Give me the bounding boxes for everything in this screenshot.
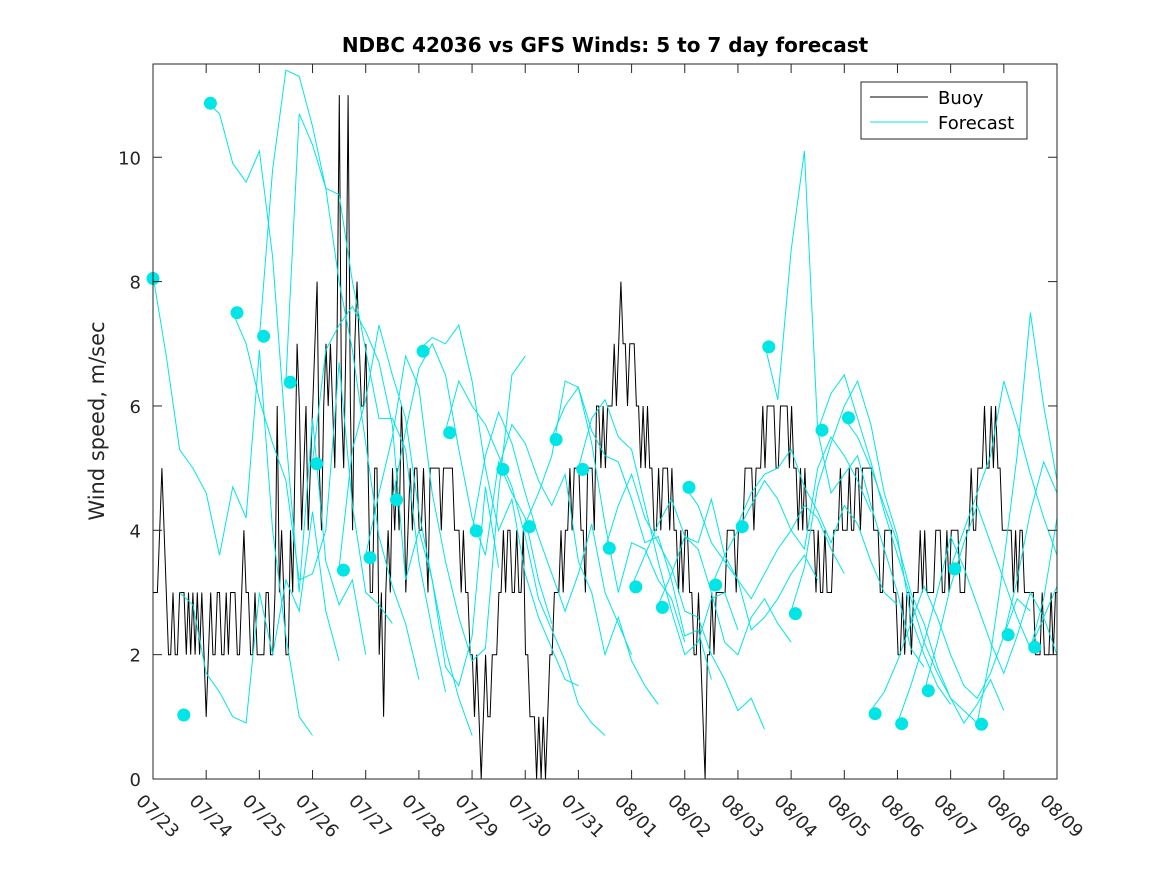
forecast-initial-point — [815, 423, 829, 437]
forecast-run-line — [471, 410, 633, 655]
x-tick-label: 08/07 — [929, 791, 981, 843]
forecast-initial-point — [735, 520, 749, 534]
forecast-initial-point — [549, 433, 563, 446]
x-tick-label: 08/01 — [610, 791, 662, 843]
forecast-run-line — [338, 324, 500, 687]
forecast-initial-point — [310, 457, 324, 471]
y-axis-label: Wind speed, m/sec — [85, 321, 109, 520]
forecast-initial-point — [762, 340, 776, 354]
y-tick-label: 0 — [130, 770, 141, 791]
forecast-initial-point — [177, 708, 191, 722]
forecast-run-line — [577, 398, 739, 656]
chart-title: NDBC 42036 vs GFS Winds: 5 to 7 day fore… — [342, 33, 869, 57]
forecast-run-line — [232, 312, 393, 624]
forecast-run-line — [152, 275, 313, 736]
forecast-initial-point — [336, 563, 350, 577]
x-tick-label: 07/31 — [557, 791, 609, 843]
forecast-initial-point — [629, 580, 643, 594]
forecast-initial-point — [602, 541, 616, 555]
forecast-run-line — [684, 486, 845, 600]
forecast-initial-point — [283, 375, 297, 389]
forecast-run-line — [551, 386, 712, 680]
x-tick-label: 07/28 — [397, 791, 449, 843]
y-tick-label: 2 — [130, 646, 141, 667]
forecast-initial-markers — [146, 96, 1042, 731]
x-tick-label: 08/02 — [663, 791, 715, 843]
y-tick-label: 8 — [130, 273, 141, 294]
forecast-initial-point — [921, 684, 935, 698]
forecast-initial-point — [523, 520, 536, 534]
plot-frame — [152, 63, 1058, 780]
forecast-initial-point — [203, 96, 217, 110]
forecast-initial-point — [1001, 628, 1015, 642]
forecast-initial-point — [1028, 640, 1042, 654]
forecast-run-line — [604, 472, 765, 730]
forecast-initial-point — [363, 551, 377, 565]
forecast-initial-point — [416, 344, 430, 358]
x-tick-label: 07/30 — [504, 791, 556, 843]
forecast-run-line — [897, 534, 1058, 724]
forecast-run-line — [445, 379, 606, 736]
forecast-run-line — [498, 423, 659, 705]
forecast-initial-point — [682, 480, 696, 494]
forecast-run-line — [631, 497, 792, 656]
forecast-initial-point — [496, 462, 510, 476]
forecast-initial-point — [469, 524, 483, 538]
forecast-initial-point — [655, 600, 669, 614]
forecast-run-line — [737, 448, 898, 606]
forecast-initial-point — [443, 426, 457, 440]
forecast-run-line — [258, 69, 420, 680]
legend-box — [860, 81, 1028, 140]
forecast-run-line — [524, 380, 686, 643]
forecast-run-line — [365, 354, 526, 662]
forecast-run-line — [418, 323, 579, 687]
y-tick-label: 4 — [130, 521, 141, 542]
x-tick-label: 07/25 — [238, 791, 290, 843]
x-tick-label: 08/06 — [876, 791, 928, 843]
forecast-run-line — [391, 342, 553, 624]
x-tick-label: 07/23 — [131, 791, 183, 843]
legend-forecast-label: Forecast — [938, 113, 1014, 134]
forecast-run-line — [205, 100, 367, 655]
forecast-run-line — [312, 305, 473, 736]
forecast-initial-point — [257, 329, 271, 343]
x-tick-label: 08/09 — [1035, 791, 1087, 843]
x-tick-label: 07/29 — [451, 791, 503, 843]
forecast-initial-point — [576, 462, 590, 476]
x-tick-label: 08/05 — [823, 791, 875, 843]
forecast-initial-point — [895, 717, 909, 731]
forecast-initial-point — [390, 493, 403, 507]
forecast-initial-point — [948, 562, 962, 576]
legend: Buoy Forecast — [860, 81, 1028, 140]
forecast-initial-point — [842, 411, 855, 425]
forecast-run-line — [179, 511, 340, 724]
x-tick-label: 08/03 — [716, 791, 768, 843]
y-tick-label: 6 — [130, 397, 141, 418]
x-tick-label: 07/26 — [291, 791, 343, 843]
plot-area — [153, 64, 1057, 779]
forecast-run-line — [285, 113, 446, 693]
x-tick-label: 08/04 — [770, 791, 822, 843]
legend-buoy-label: Buoy — [938, 88, 984, 109]
forecast-initial-point — [788, 607, 802, 621]
forecast-run-line — [764, 150, 925, 668]
y-tick-label: 10 — [118, 148, 141, 169]
forecast-initial-point — [230, 306, 244, 320]
forecast-run-line — [843, 418, 1005, 724]
x-tick-label: 08/08 — [982, 791, 1034, 843]
y-axis: 0 2 4 6 8 10 — [118, 148, 1057, 791]
forecast-series — [152, 69, 1058, 736]
forecast-run-line — [790, 379, 952, 705]
forecast-initial-point — [868, 707, 882, 721]
x-tick-label: 07/24 — [185, 791, 237, 843]
forecast-initial-point — [975, 717, 988, 731]
forecast-initial-point — [709, 578, 723, 592]
x-tick-label: 07/27 — [344, 791, 396, 843]
